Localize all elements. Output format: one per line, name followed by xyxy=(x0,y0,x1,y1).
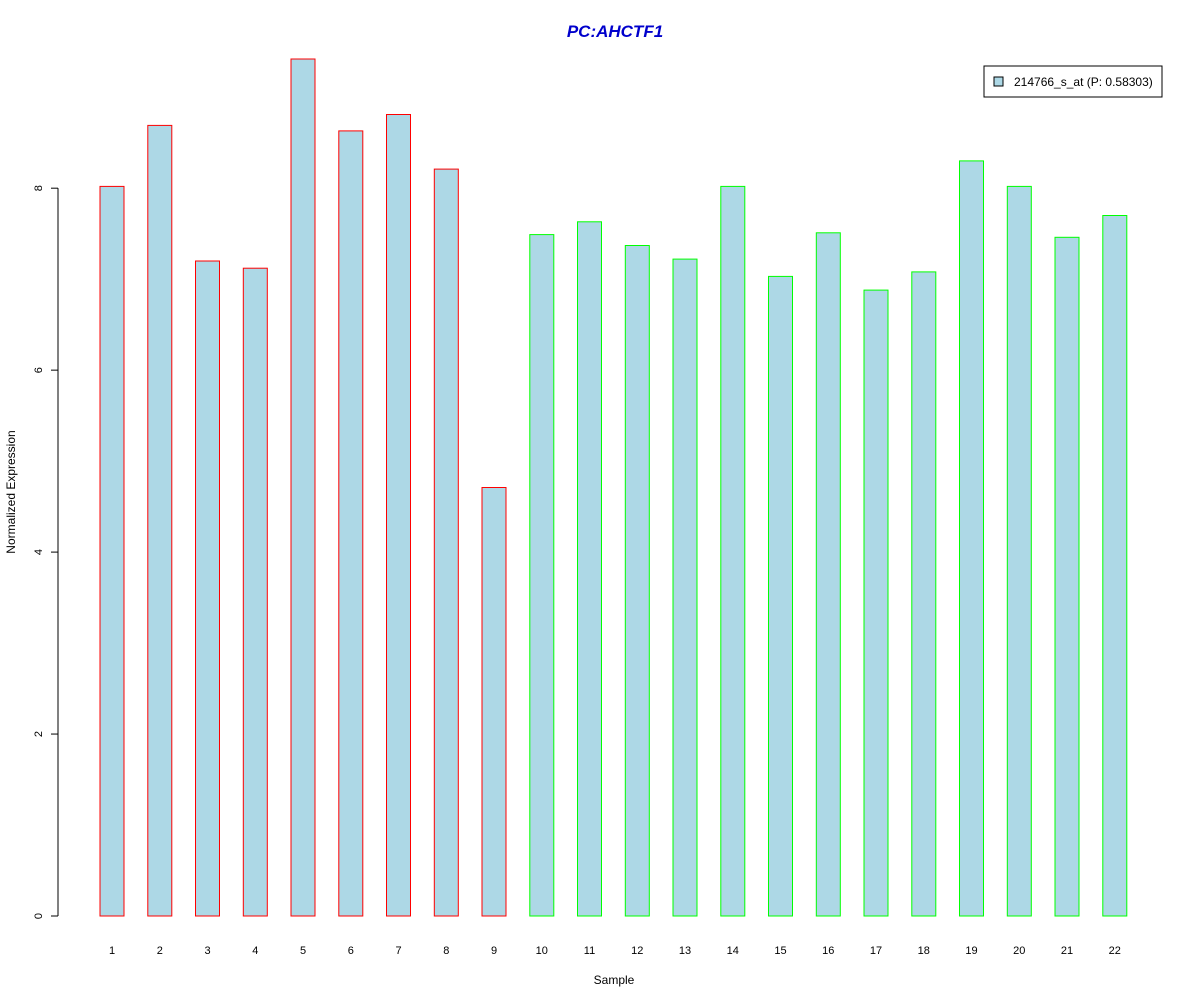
y-tick-label: 4 xyxy=(33,549,45,555)
x-tick-label: 15 xyxy=(774,945,786,957)
bar-sample-10 xyxy=(529,234,555,917)
bar-sample-20 xyxy=(1006,185,1032,917)
x-axis-label: Sample xyxy=(594,973,635,987)
y-tick-label: 0 xyxy=(33,913,45,919)
x-tick-label: 1 xyxy=(109,945,115,957)
x-tick-label: 2 xyxy=(157,945,163,957)
bar-sample-1 xyxy=(99,185,125,917)
x-tick-label: 11 xyxy=(584,945,595,957)
bars xyxy=(99,58,1128,917)
x-tick-label: 21 xyxy=(1061,945,1073,957)
y-tick-label: 8 xyxy=(33,185,45,191)
bar-sample-8 xyxy=(433,168,459,917)
x-tick-label: 9 xyxy=(491,945,497,957)
x-axis-labels: 1 2 3 4 5 6 7 8 9 10 11 12 13 14 15 16 17 18 19 20 21 22 xyxy=(109,945,1121,957)
bar-sample-15 xyxy=(768,275,793,917)
x-tick-label: 22 xyxy=(1109,945,1121,957)
bar-sample-11 xyxy=(577,221,602,917)
bar-sample-3 xyxy=(195,260,220,917)
x-tick-label: 5 xyxy=(300,945,306,957)
bar-sample-21 xyxy=(1054,236,1080,917)
bar-sample-19 xyxy=(959,160,984,917)
bar-sample-12 xyxy=(624,245,650,917)
x-tick-label: 20 xyxy=(1013,945,1025,957)
bar-sample-7 xyxy=(386,114,411,917)
bar-sample-6 xyxy=(338,130,364,917)
x-tick-label: 6 xyxy=(348,945,354,957)
x-tick-label: 12 xyxy=(631,945,643,957)
bar-sample-2 xyxy=(147,124,173,917)
x-tick-label: 18 xyxy=(918,945,930,957)
legend-swatch xyxy=(993,76,1004,87)
x-tick-label: 4 xyxy=(252,945,258,957)
legend-label: 214766_s_at (P: 0.58303) xyxy=(1014,75,1153,89)
y-axis: 0 2 4 6 8 xyxy=(33,185,59,919)
x-tick-label: 19 xyxy=(965,945,977,957)
x-tick-label: 7 xyxy=(395,945,401,957)
x-tick-label: 8 xyxy=(443,945,449,957)
x-tick-label: 17 xyxy=(870,945,882,957)
bar-sample-14 xyxy=(720,185,746,917)
bar-sample-9 xyxy=(481,487,507,917)
x-tick-label: 16 xyxy=(822,945,834,957)
bar-sample-18 xyxy=(911,271,937,917)
bar-sample-22 xyxy=(1102,215,1128,917)
legend: 214766_s_at (P: 0.58303) xyxy=(983,65,1163,98)
bar-sample-4 xyxy=(242,267,268,917)
x-tick-label: 14 xyxy=(727,945,739,957)
bar-sample-13 xyxy=(672,258,698,917)
legend-box xyxy=(983,65,1163,98)
y-tick-label: 6 xyxy=(33,367,45,373)
x-tick-label: 13 xyxy=(679,945,691,957)
y-tick-label: 2 xyxy=(33,731,45,737)
bar-sample-5 xyxy=(290,58,316,917)
x-tick-label: 10 xyxy=(536,945,548,957)
bar-sample-17 xyxy=(863,289,889,917)
x-tick-label: 3 xyxy=(204,945,210,957)
chart-title: PC:AHCTF1 xyxy=(567,22,663,41)
bar-sample-16 xyxy=(815,232,841,917)
y-axis-label: Normalized Expression xyxy=(4,430,18,553)
